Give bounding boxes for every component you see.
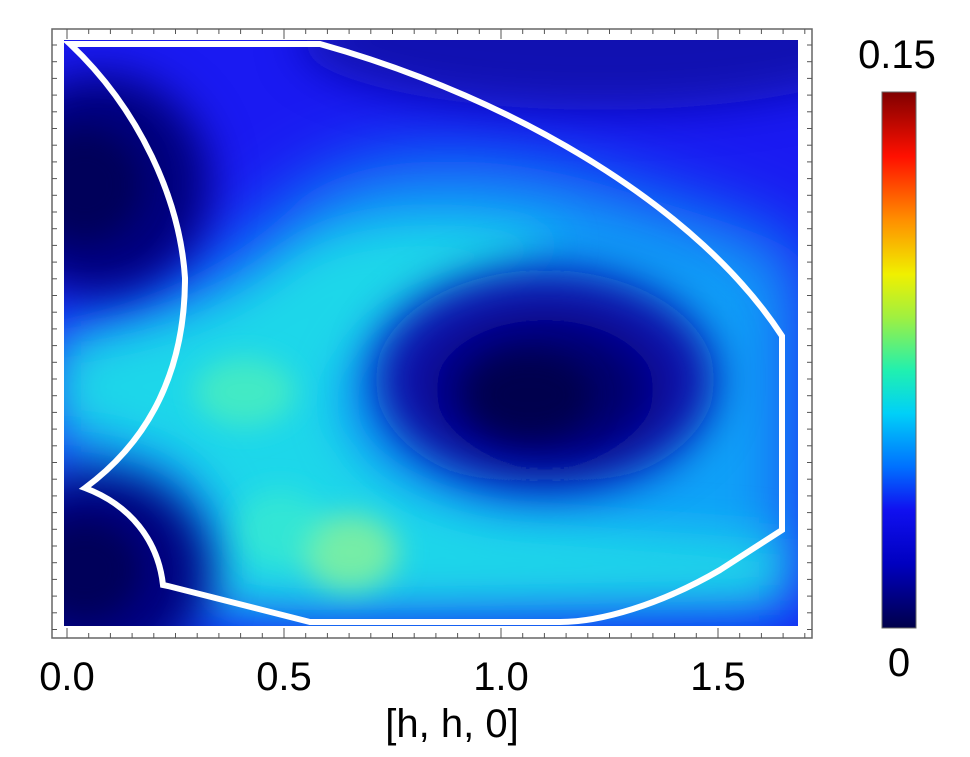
x-tick-label: 1.0: [473, 655, 529, 699]
region-outline: [62, 41, 785, 625]
x-tick-label: 0.0: [39, 655, 95, 699]
y-axis-ticks: [52, 44, 812, 630]
colorbar: [881, 91, 917, 629]
x-tick-label: 0.5: [256, 655, 312, 699]
colorbar-min-label: 0: [888, 641, 910, 685]
x-axis-ticks: [66, 29, 806, 638]
x-axis-tick-labels: 0.0 0.5 1.0 1.5: [39, 655, 746, 699]
heatmap-image: [64, 40, 798, 626]
x-tick-label: 1.5: [690, 655, 746, 699]
colorbar-max-label: 0.15: [858, 33, 936, 77]
x-axis-title: [h, h, 0]: [385, 702, 518, 746]
